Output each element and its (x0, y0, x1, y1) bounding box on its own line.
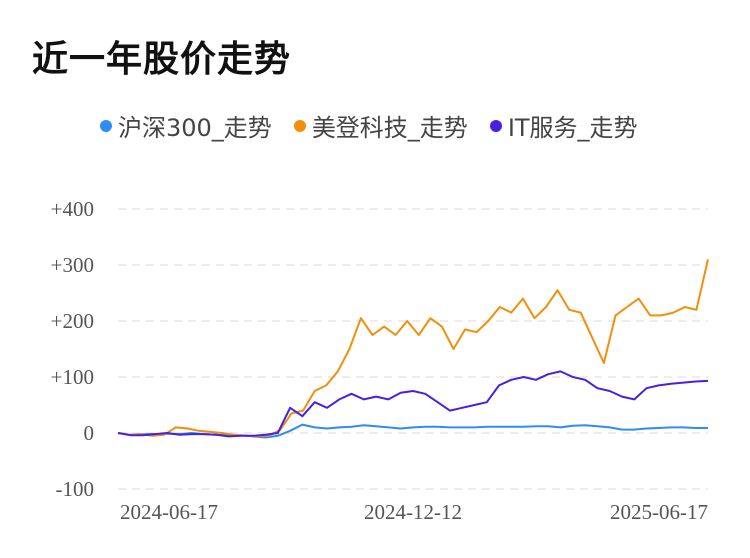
legend-item-it-services[interactable]: IT服务_走势 (489, 108, 638, 143)
chart-legend: 沪深300_走势 美登科技_走势 IT服务_走势 (100, 108, 638, 143)
y-tick-label: +400 (51, 197, 94, 221)
y-tick-label: 0 (84, 421, 95, 445)
legend-dot-it-services (489, 119, 502, 132)
legend-item-meideng[interactable]: 美登科技_走势 (293, 108, 468, 143)
series-line-1 (117, 259, 709, 438)
x-tick-label: 2025-06-17 (610, 500, 708, 524)
chart-grid (118, 208, 708, 490)
legend-label-it-services: IT服务_走势 (507, 114, 638, 142)
legend-label-meideng: 美登科技_走势 (311, 114, 468, 142)
y-tick-label: -100 (56, 477, 95, 501)
y-tick-label: +100 (51, 365, 94, 389)
x-tick-label: 2024-12-12 (364, 500, 462, 524)
chart-series (117, 259, 709, 439)
chart-title: 近一年股价走势 (32, 39, 292, 80)
legend-label-hs300: 沪深300_走势 (118, 114, 272, 142)
x-axis: 2024-06-17 2024-12-12 2025-06-17 (120, 500, 708, 524)
y-tick-label: +200 (51, 309, 94, 333)
y-tick-label: +300 (51, 253, 94, 277)
series-line-2 (117, 370, 709, 438)
y-axis: +400 +300 +200 +100 0 -100 (51, 197, 94, 501)
legend-item-hs300[interactable]: 沪深300_走势 (100, 108, 272, 143)
x-tick-label: 2024-06-17 (120, 500, 218, 524)
legend-dot-hs300 (100, 119, 112, 132)
legend-dot-meideng (293, 119, 306, 132)
